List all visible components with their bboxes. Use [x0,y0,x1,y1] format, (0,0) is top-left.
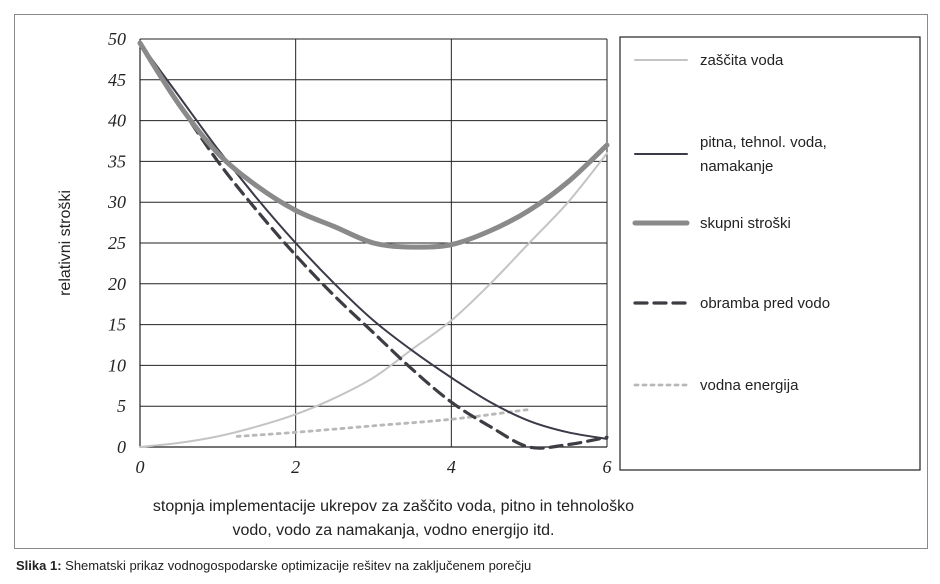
caption-label: Slika 1: [16,558,62,573]
y-tick-label: 30 [107,192,126,212]
legend-label: skupni stroški [700,215,791,232]
y-tick-label: 15 [108,315,126,335]
y-tick-label: 10 [108,355,126,375]
legend-label: obramba pred vodo [700,295,830,312]
legend-box [619,36,921,471]
series-line-vodna-energija [235,408,531,438]
legend-label: vodna energija [700,377,799,394]
legend-item-vodna-energija: vodna energija [633,377,799,394]
y-tick-label: 35 [107,151,126,171]
caption-text: Shematski prikaz vodnogospodarske optimi… [61,558,532,573]
legend-label: namakanje [700,158,773,175]
x-axis-title-line-2: vodo, vodo za namakanja, vodno energijo … [233,522,555,539]
y-tick-label: 50 [108,29,126,49]
x-axis-title-line-1: stopnja implementacije ukrepov za zaščit… [153,498,634,515]
legend-label: zaščita voda [700,52,784,69]
legend-item-pitna-tehnol-voda-namakanje: pitna, tehnol. voda, namakanje [634,134,827,175]
chart: 0 5 10 15 20 25 30 35 40 45 50 0 2 4 6 relativni stro… [57,29,921,539]
y-tick-label: 20 [108,274,126,294]
series-lines [137,40,610,450]
y-tick-label: 25 [108,233,126,253]
x-tick-label: 0 [136,457,145,477]
figure-frame: 0 5 10 15 20 25 30 35 40 45 50 0 2 4 6 relativni stro… [14,14,928,549]
legend-item-zascita-voda: zaščita voda [634,52,784,69]
y-tick-label: 45 [108,70,126,90]
series-line-pitna-tehnol-voda-namakanje [139,42,608,440]
y-axis-title: relativni stroški [57,190,74,296]
series-line-obramba-pred-vodo [138,41,609,450]
axes [139,39,607,448]
figure-caption: Slika 1: Shematski prikaz vodnogospodars… [16,558,531,573]
y-tick-label: 0 [117,437,126,457]
legend-label: pitna, tehnol. voda, [700,134,827,151]
x-tick-labels: 0 2 4 6 [136,457,612,477]
legend-item-skupni-stroski: skupni stroški [632,215,791,232]
series-line-skupni-stroski [137,40,610,250]
y-tick-label: 40 [108,111,126,131]
y-tick-label: 5 [117,396,126,416]
y-tick-labels: 0 5 10 15 20 25 30 35 40 45 50 [107,29,126,457]
x-tick-label: 6 [603,457,612,477]
legend: zaščita voda pitna, tehnol. voda, namakanj… [632,52,830,394]
x-tick-label: 4 [447,457,456,477]
legend-item-obramba-pred-vodo: obramba pred vodo [633,295,830,312]
series-line-zascita-voda [139,152,608,448]
x-tick-label: 2 [291,457,300,477]
